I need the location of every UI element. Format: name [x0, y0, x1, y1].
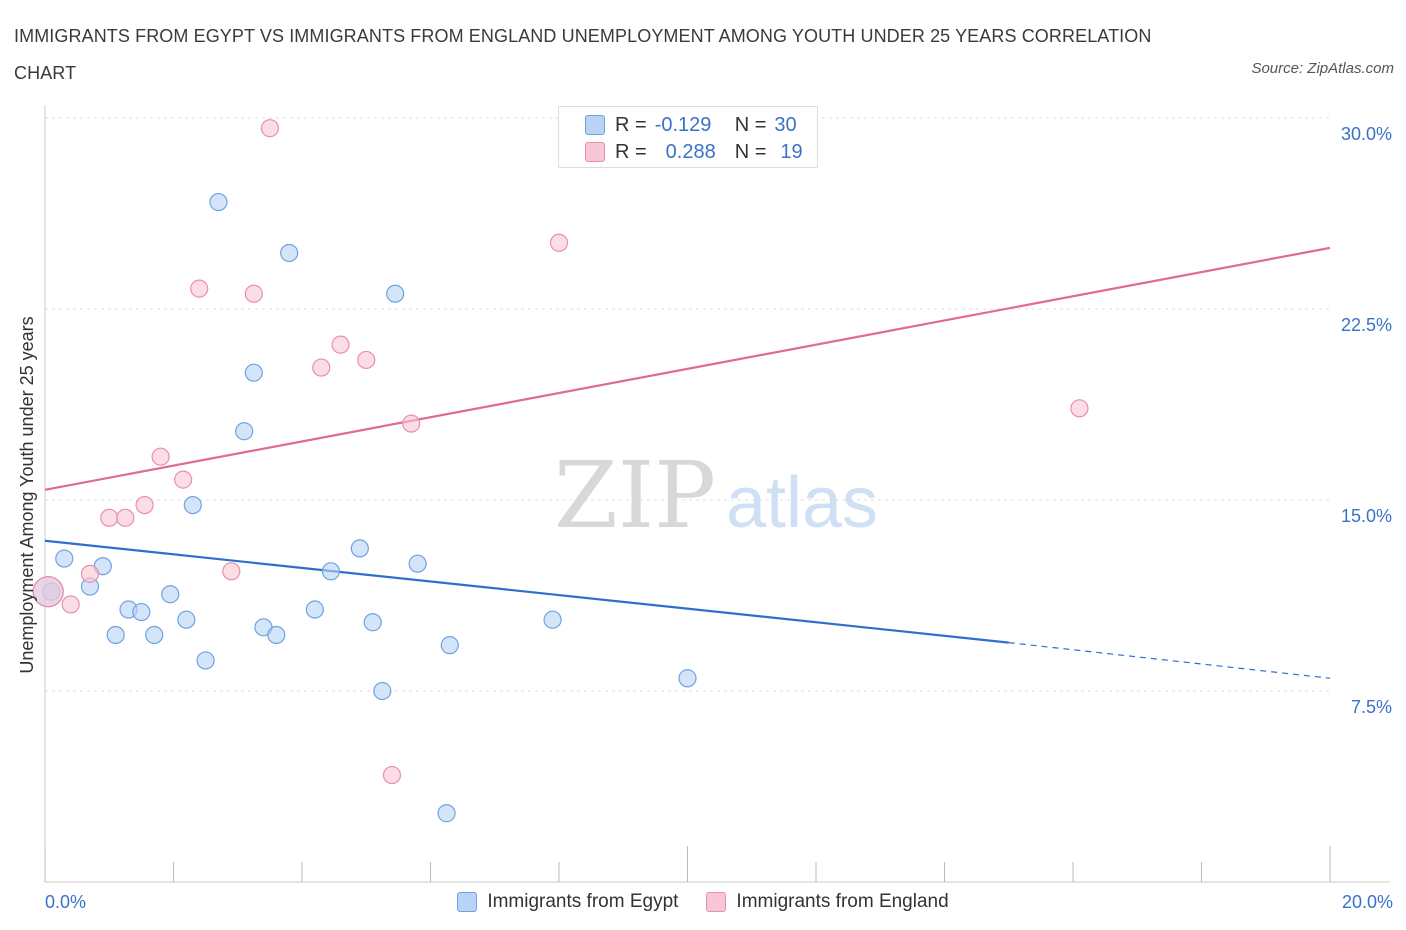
- egypt-point: [373, 681, 392, 701]
- england-point: [331, 335, 350, 354]
- egypt-point: [386, 284, 405, 303]
- egypt-point: [183, 495, 202, 515]
- source-label: Source: ZipAtlas.com: [1251, 60, 1394, 77]
- egypt-point: [106, 625, 125, 645]
- egypt-point: [132, 602, 151, 622]
- egypt-point: [321, 562, 341, 581]
- egypt-point: [55, 549, 74, 568]
- england-point: [190, 279, 209, 298]
- stats-legend: R = -0.129 N = 30 R = 0.288 N = 19: [558, 106, 818, 168]
- england-point: [100, 508, 119, 527]
- england-point: [61, 595, 80, 614]
- egypt-point: [161, 585, 180, 604]
- england-point: [222, 562, 241, 581]
- tick-labels: 7.5% 15.0% 22.5% 30.0% 0.0% 20.0%: [45, 124, 1393, 912]
- x-tick-label: 20.0%: [1342, 892, 1393, 912]
- watermark-zip: ZIP: [554, 442, 716, 549]
- chart-title: IMMIGRANTS FROM EGYPT VS IMMIGRANTS FROM…: [14, 26, 1152, 83]
- egypt-point: [440, 636, 459, 655]
- r-value: 0.288: [665, 140, 716, 163]
- england-trend-line: [44, 246, 1331, 491]
- legend-row-england: R = 0.288 N = 19: [585, 139, 803, 165]
- legend-label-egypt: Immigrants from Egypt: [487, 891, 679, 912]
- england-swatch: [585, 142, 605, 162]
- legend-label-england: Immigrants from England: [736, 891, 949, 912]
- england-point: [1070, 399, 1089, 418]
- trend-lines: [44, 246, 1331, 679]
- egypt-swatch: [585, 115, 605, 135]
- y-tick-label: 7.5%: [1351, 697, 1392, 717]
- egypt-point: [209, 192, 228, 212]
- egypt-point: [145, 625, 164, 645]
- egypt-trend-extension: [1008, 642, 1331, 679]
- egypt-trend-line: [44, 539, 1009, 644]
- england-point: [260, 119, 279, 138]
- egypt-point: [408, 554, 427, 573]
- england-swatch: [706, 892, 727, 912]
- legend-row-egypt: R = -0.129 N = 30: [585, 112, 797, 138]
- n-label: N =: [734, 113, 767, 136]
- n-label: N =: [734, 140, 767, 163]
- england-point: [80, 564, 100, 583]
- n-value: 19: [780, 140, 803, 163]
- egypt-point: [305, 600, 324, 619]
- watermark: ZIP atlas: [554, 442, 878, 549]
- england-point: [174, 470, 193, 489]
- r-value: -0.129: [654, 113, 712, 136]
- y-tick-label: 30.0%: [1341, 124, 1392, 144]
- egypt-point: [196, 651, 215, 670]
- england-point: [402, 414, 421, 433]
- series-legend: Immigrants from Egypt Immigrants from En…: [0, 888, 1406, 916]
- axes: [44, 105, 1390, 883]
- england-point: [32, 576, 64, 608]
- england-point: [244, 284, 263, 303]
- y-tick-label: 15.0%: [1341, 506, 1392, 526]
- r-label: R =: [615, 113, 647, 136]
- egypt-point: [235, 422, 254, 441]
- england-point: [116, 508, 135, 527]
- watermark-atlas: atlas: [726, 463, 878, 543]
- y-axis-label: Unemployment Among Youth under 25 years: [17, 316, 37, 673]
- y-tick-label: 22.5%: [1341, 315, 1392, 335]
- egypt-swatch: [457, 892, 478, 912]
- r-label: R =: [615, 140, 647, 163]
- legend-item-england: Immigrants from England: [706, 891, 949, 913]
- egypt-point: [177, 610, 196, 629]
- grid-lines: [45, 117, 1330, 692]
- england-point: [151, 447, 170, 466]
- england-point: [357, 350, 376, 370]
- egypt-point: [350, 539, 369, 558]
- england-point: [549, 233, 569, 252]
- egypt-point: [363, 613, 382, 632]
- egypt-point: [678, 669, 697, 688]
- egypt-point: [244, 363, 263, 382]
- legend-item-egypt: Immigrants from Egypt: [457, 891, 678, 913]
- egypt-point: [267, 625, 286, 645]
- egypt-point: [543, 610, 562, 629]
- england-point: [382, 765, 402, 785]
- england-point: [312, 358, 331, 377]
- egypt-point: [437, 804, 456, 823]
- x-tick-label: 0.0%: [45, 892, 86, 912]
- data-points: [32, 119, 1089, 823]
- n-value: 30: [774, 113, 797, 136]
- england-point: [135, 495, 154, 515]
- egypt-point: [280, 243, 299, 263]
